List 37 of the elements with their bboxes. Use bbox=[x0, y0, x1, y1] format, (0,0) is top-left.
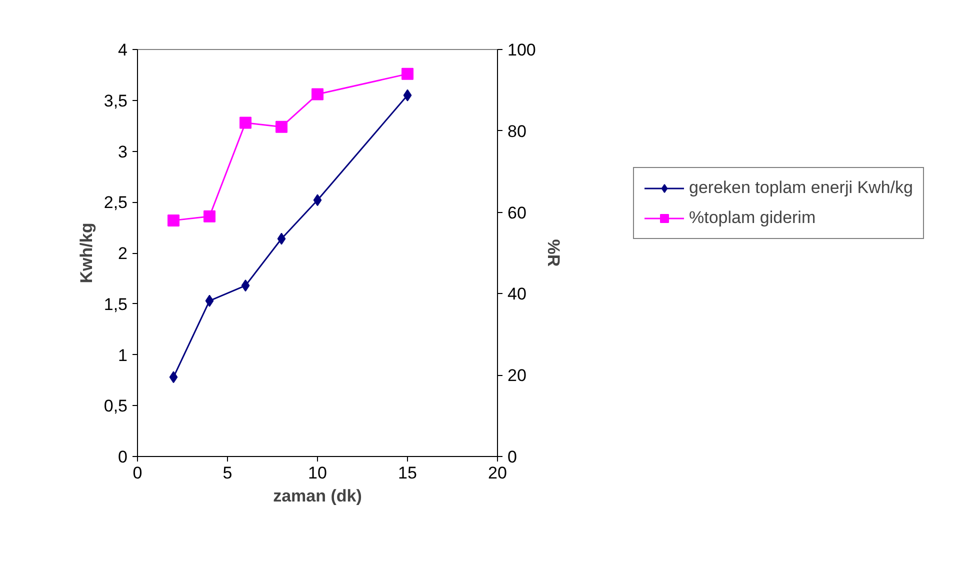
x-tick-label: 10 bbox=[308, 464, 327, 482]
y2-axis-title: %R bbox=[544, 239, 563, 267]
point bbox=[276, 120, 288, 133]
point bbox=[241, 280, 250, 292]
y2-tick-label: 60 bbox=[508, 203, 526, 222]
y-tick-label: 2 bbox=[118, 244, 128, 263]
point bbox=[313, 194, 322, 206]
y2-tick-label: 80 bbox=[508, 122, 526, 141]
y2-tick-label: 0 bbox=[508, 448, 517, 466]
y2-tick-label: 40 bbox=[508, 284, 526, 304]
legend-label: %toplam giderim bbox=[689, 208, 816, 228]
y-tick-label: 0,5 bbox=[104, 396, 128, 416]
y-tick-label: 1 bbox=[118, 346, 128, 365]
point bbox=[169, 371, 178, 384]
point bbox=[402, 68, 414, 80]
y-tick-label: 3,5 bbox=[104, 91, 128, 110]
legend-label: gereken toplam enerji Kwh/kg bbox=[689, 178, 913, 198]
point bbox=[205, 294, 214, 307]
point bbox=[168, 214, 180, 226]
point bbox=[204, 210, 216, 222]
point bbox=[403, 89, 412, 102]
x-tick-label: 0 bbox=[132, 464, 142, 482]
y-tick-label: 2,5 bbox=[104, 193, 128, 212]
point bbox=[240, 116, 252, 129]
y2-tick-label: 20 bbox=[508, 366, 526, 386]
x-tick-label: 5 bbox=[222, 464, 232, 482]
point bbox=[312, 88, 324, 100]
y-tick-label: 3 bbox=[118, 142, 128, 162]
y-tick-label: 0 bbox=[118, 448, 128, 466]
x-tick-label: 20 bbox=[488, 464, 507, 482]
y-axis-title: Kwh/kg bbox=[76, 222, 96, 284]
x-axis-title: zaman (dk) bbox=[273, 486, 362, 506]
y-tick-label: 1,5 bbox=[104, 294, 128, 314]
y-tick-label: 4 bbox=[118, 40, 128, 60]
point bbox=[277, 232, 286, 245]
y2-tick-label: 100 bbox=[508, 40, 536, 60]
x-tick-label: 15 bbox=[398, 464, 417, 482]
